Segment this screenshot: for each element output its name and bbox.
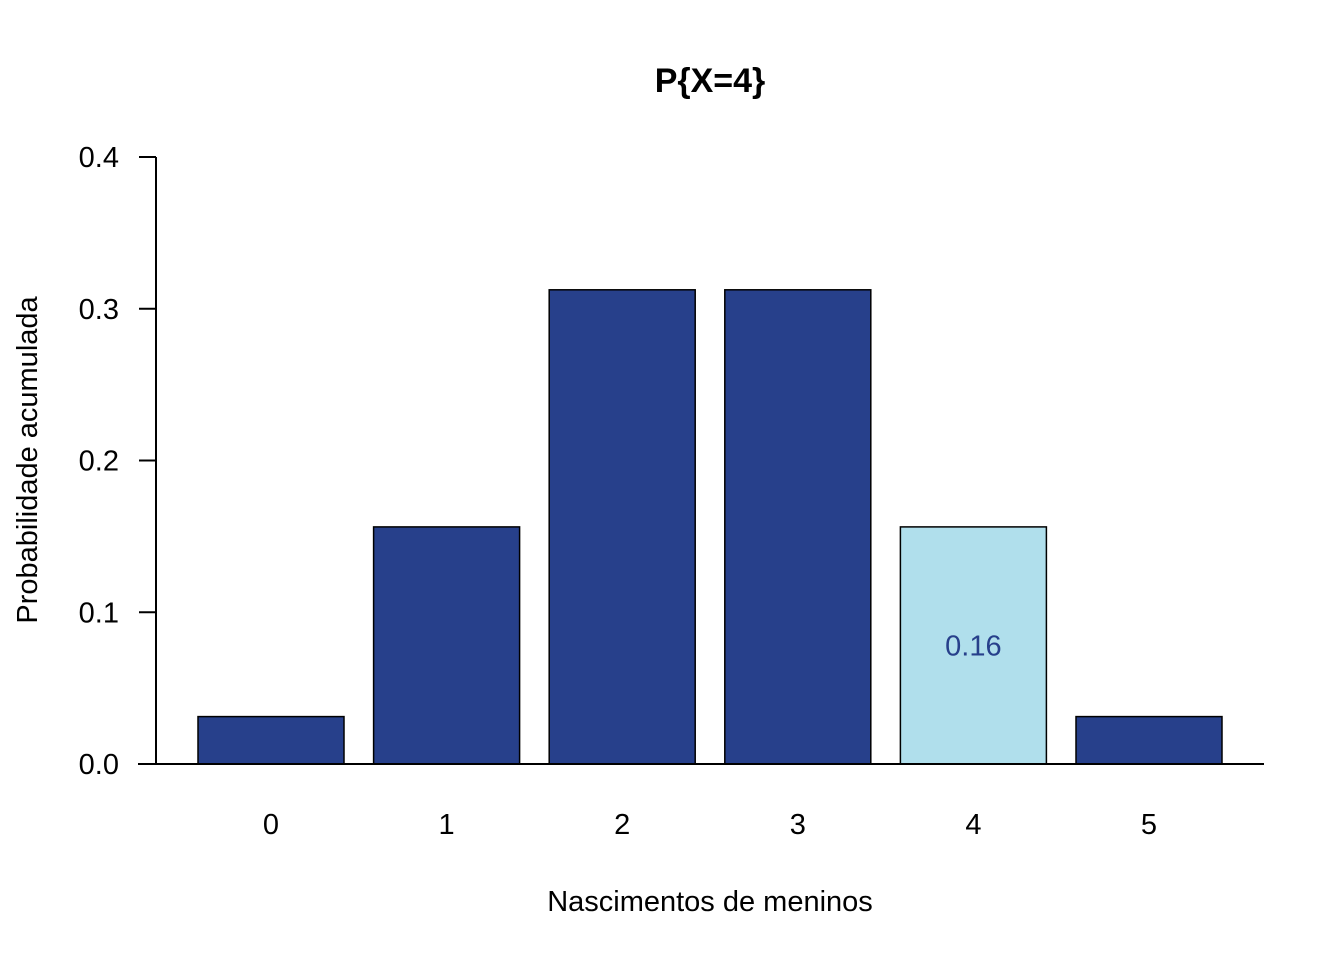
bar-0 — [197, 715, 345, 765]
y-tick-label-0.3: 0.3 — [79, 294, 119, 326]
x-tick-label-0: 0 — [263, 809, 279, 841]
highlight-bar-label: 0.16 — [945, 630, 1001, 662]
x-tick-label-2: 2 — [614, 809, 630, 841]
chart-title: P{X=4} — [655, 62, 766, 100]
y-tick-label-0.4: 0.4 — [79, 142, 119, 174]
bar-2 — [548, 289, 696, 765]
x-tick-label-5: 5 — [1141, 809, 1157, 841]
x-axis-title: Nascimentos de meninos — [547, 886, 873, 918]
x-tick-label-3: 3 — [790, 809, 806, 841]
y-axis: 0.0 0.1 0.2 0.3 0.4 — [79, 142, 157, 781]
y-tick-label-0.1: 0.1 — [79, 597, 119, 629]
x-tick-label-1: 1 — [439, 809, 455, 841]
x-axis-labels: 0 1 2 3 4 5 — [263, 809, 1157, 841]
x-tick-label-4: 4 — [965, 809, 981, 841]
bar-5 — [1075, 715, 1223, 765]
bar-4 — [899, 526, 1048, 765]
y-tick-label-0.2: 0.2 — [79, 446, 119, 478]
bar-labels-layer: 0.16 — [945, 630, 1001, 662]
bar-3 — [724, 289, 872, 765]
y-tick-label-0.0: 0.0 — [79, 749, 119, 781]
y-axis-title: Probabilidade acumulada — [12, 295, 44, 623]
bar-1 — [372, 526, 521, 765]
bars-layer — [197, 289, 1223, 765]
